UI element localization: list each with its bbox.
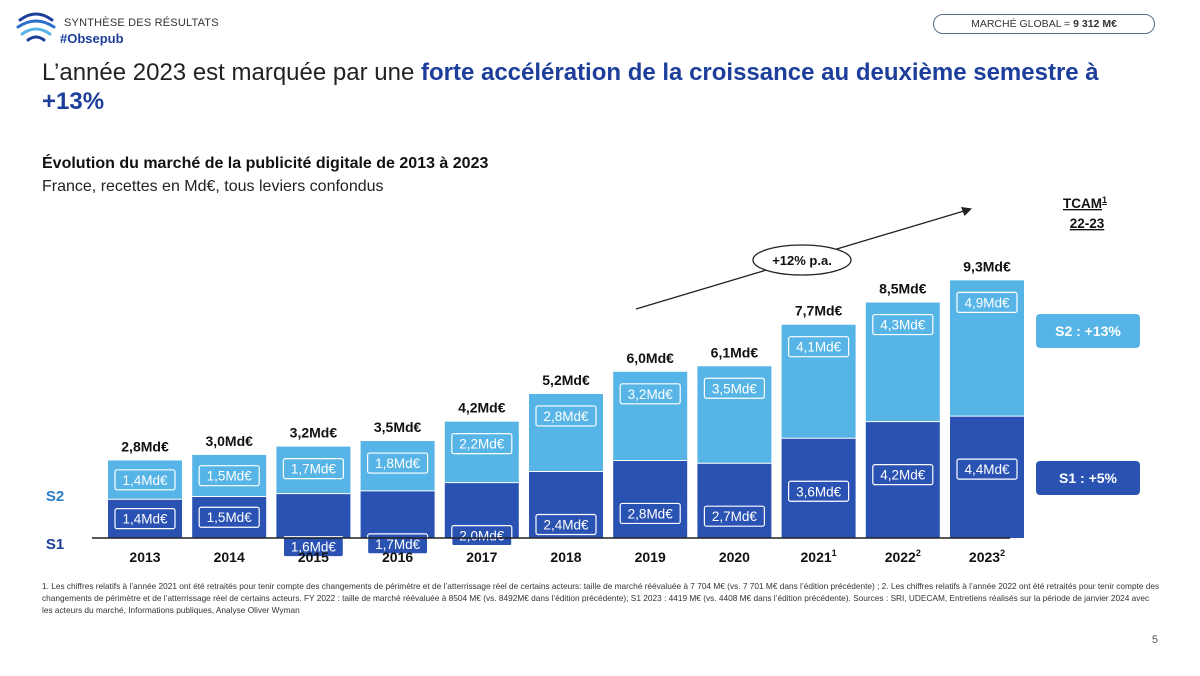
label-s2-2015-box xyxy=(282,457,344,480)
bar-s1-2019 xyxy=(613,460,688,538)
x-tick-2018: 2018 xyxy=(550,549,581,565)
growth-annotation: +12% p.a. xyxy=(772,253,832,268)
label-s1-2020: 2,7Md€ xyxy=(712,509,758,524)
label-s1-2014-box xyxy=(198,506,260,528)
label-s1-2013-box xyxy=(114,508,176,530)
chart-subtitle: France, recettes en Md€, tous leviers co… xyxy=(42,178,384,195)
label-s2-2016-box xyxy=(367,452,429,474)
total-label-2015: 3,2Md€ xyxy=(290,425,338,441)
bar-s1-2015 xyxy=(276,493,351,538)
label-s1-2019-box xyxy=(619,502,681,525)
s1-growth-badge: S1 : +5% xyxy=(1036,461,1140,495)
annotation-ellipse xyxy=(752,244,852,276)
x-tick-2015: 2015 xyxy=(298,549,329,565)
label-s1-2015: 1,6Md€ xyxy=(291,540,337,555)
headline-highlight: forte accélération de la croissance au d… xyxy=(42,59,1099,115)
x-tick-2023: 20232 xyxy=(969,548,1005,565)
x-tick-2019: 2019 xyxy=(635,549,666,565)
total-label-2016: 3,5Md€ xyxy=(374,419,422,435)
label-s1-2018-box xyxy=(535,513,597,536)
label-s2-2015: 1,7Md€ xyxy=(291,462,337,477)
label-s2-2017-box xyxy=(451,433,513,455)
chart-title: Évolution du marché de la publicité digi… xyxy=(42,155,489,172)
label-s1-2017: 2,0Md€ xyxy=(459,529,505,544)
footnote: 1. Les chiffres relatifs à l’année 2021 … xyxy=(42,581,1160,615)
label-s1-2015-box xyxy=(282,536,344,558)
label-s2-2019: 3,2Md€ xyxy=(628,387,674,402)
label-s2-2020: 3,5Md€ xyxy=(712,381,758,396)
label-s2-2019-box xyxy=(619,383,681,405)
section-label: SYNTHÈSE DES RÉSULTATS xyxy=(64,17,219,29)
x-tick-2016: 2016 xyxy=(382,549,413,565)
label-s2-2023-box xyxy=(956,291,1018,313)
label-s2-2017: 2,2Md€ xyxy=(459,437,505,452)
page-title: L’année 2023 est marquée par une forte a… xyxy=(42,58,1142,116)
label-s1-2019: 2,8Md€ xyxy=(628,506,674,521)
label-s2-2014: 1,5Md€ xyxy=(207,469,253,484)
x-tick-2014: 2014 xyxy=(214,549,245,565)
legend-s2: S2 xyxy=(46,488,64,505)
market-value: 9 312 M€ xyxy=(1073,18,1117,30)
label-s1-2022-box xyxy=(872,464,934,486)
x-tick-2021: 20211 xyxy=(801,548,837,565)
bar-s1-2016 xyxy=(360,490,435,538)
label-s1-2021-box xyxy=(787,480,850,502)
label-s1-2016-box xyxy=(367,533,429,555)
legend-s1: S1 xyxy=(46,536,64,553)
total-label-2022: 8,5Md€ xyxy=(879,281,927,297)
global-market-badge: MARCHÉ GLOBAL = 9 312 M€ xyxy=(933,14,1155,34)
label-s1-2014: 1,5Md€ xyxy=(207,510,253,525)
total-label-2021: 7,7Md€ xyxy=(795,303,843,319)
x-tick-2020: 2020 xyxy=(719,549,750,565)
label-s1-2023: 4,4Md€ xyxy=(964,462,1010,477)
label-s2-2021-box xyxy=(787,336,850,358)
x-tick-2022: 20222 xyxy=(885,548,921,565)
page-number: 5 xyxy=(1151,634,1158,646)
x-tick-2013: 2013 xyxy=(129,549,160,565)
x-tick-2017: 2017 xyxy=(466,549,497,565)
label-s2-2022: 4,3Md€ xyxy=(880,318,926,333)
label-s2-2018: 2,8Md€ xyxy=(543,409,589,424)
tcam-period: 22-23 xyxy=(1070,216,1105,231)
s2-growth-badge: S2 : +13% xyxy=(1036,314,1140,348)
label-s1-2023-box xyxy=(956,458,1018,480)
label-s2-2022-box xyxy=(872,313,934,336)
market-label: MARCHÉ GLOBAL = xyxy=(971,18,1074,30)
headline-text: L’année 2023 est marquée par une xyxy=(42,59,421,86)
label-s2-2014-box xyxy=(198,465,260,487)
tcam-label: TCAM1 xyxy=(1063,195,1107,211)
label-s1-2013: 1,4Md€ xyxy=(122,512,168,527)
label-s2-2013: 1,4Md€ xyxy=(122,473,168,488)
total-label-2020: 6,1Md€ xyxy=(711,344,759,360)
hashtag-label: #Obsepub xyxy=(60,31,124,46)
total-label-2023: 9,3Md€ xyxy=(963,258,1011,274)
label-s2-2023: 4,9Md€ xyxy=(964,295,1010,310)
total-label-2017: 4,2Md€ xyxy=(458,400,506,416)
total-label-2018: 5,2Md€ xyxy=(542,372,590,388)
stacked-bar-chart: 1,4Md€ 1,4Md€ 2,8Md€ 2013 1,5Md€ 1,5Md€ 3,0Md€… xyxy=(46,195,1107,565)
label-s1-2022: 4,2Md€ xyxy=(880,468,926,483)
label-s2-2018-box xyxy=(535,405,597,427)
total-label-2013: 2,8Md€ xyxy=(121,438,169,454)
label-s1-2020-box xyxy=(703,505,766,527)
total-label-2014: 3,0Md€ xyxy=(205,433,253,449)
trend-arrow-head-icon xyxy=(961,207,972,216)
label-s1-2017-box xyxy=(451,525,513,547)
label-s2-2016: 1,8Md€ xyxy=(375,456,421,471)
label-s1-2021: 3,6Md€ xyxy=(796,484,842,499)
total-label-2019: 6,0Md€ xyxy=(626,350,674,366)
label-s2-2013-box xyxy=(114,469,176,491)
label-s1-2018: 2,4Md€ xyxy=(543,518,589,533)
label-s2-2020-box xyxy=(703,377,766,399)
label-s1-2016: 1,7Md€ xyxy=(375,537,421,552)
obsepub-logo-icon xyxy=(16,12,56,42)
label-s2-2021: 4,1Md€ xyxy=(796,340,842,355)
